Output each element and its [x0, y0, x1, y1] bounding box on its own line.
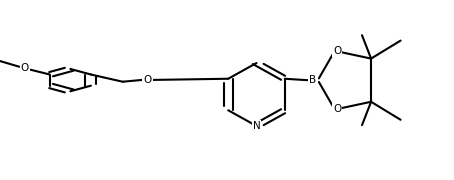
Text: O: O: [333, 104, 341, 114]
Text: O: O: [21, 63, 29, 73]
Text: O: O: [333, 46, 341, 56]
Text: B: B: [310, 75, 316, 85]
Text: O: O: [143, 75, 152, 85]
Text: N: N: [252, 121, 261, 131]
